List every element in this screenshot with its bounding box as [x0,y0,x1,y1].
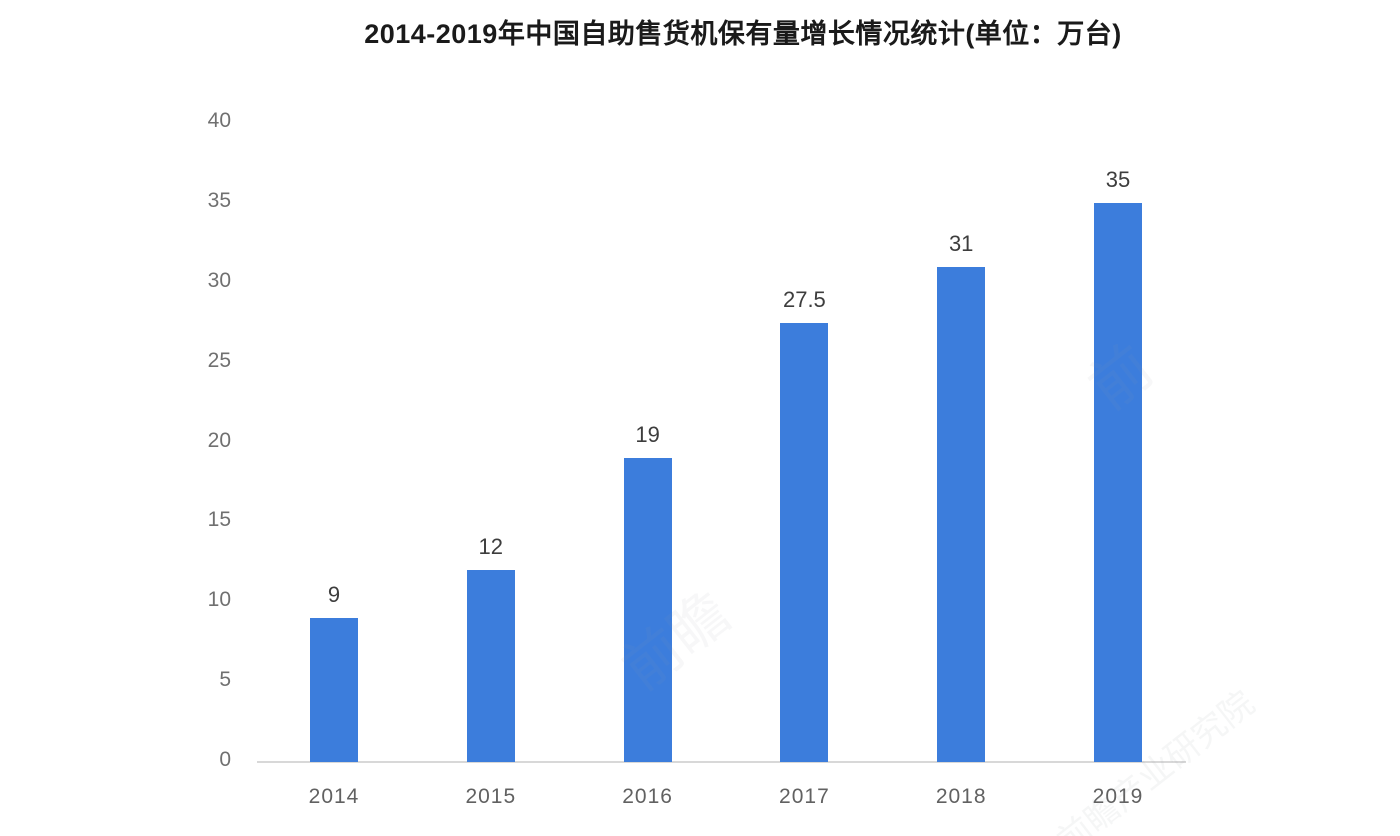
x-axis-tick-label-2015: 2015 [465,785,517,808]
value-label-2019: 35 [1105,166,1131,192]
chart-title: 2014-2019年中国自助售货机保有量增长情况统计(单位：万台) [364,19,1122,49]
value-label-2015: 12 [478,534,504,560]
value-label-2017: 27.5 [782,286,826,312]
bar-2015 [466,570,515,762]
y-axis-tick-label: 40 [207,109,231,132]
value-label-2016: 19 [635,422,660,448]
y-axis-tick-label: 10 [207,588,231,612]
watermark-text: 前瞻产业研究院 [1050,684,1262,836]
x-axis-tick-label-2018: 2018 [935,785,987,808]
y-axis-tick-label: 15 [207,508,231,532]
y-axis-tick-label: 30 [207,268,231,292]
x-axis-tick-label-2014: 2014 [308,785,360,808]
x-axis-tick-label-2017: 2017 [779,785,830,808]
bar-2017 [780,322,829,762]
x-axis-line [257,761,1186,763]
bar-2014 [310,618,358,762]
y-axis-tick-label: 5 [219,668,231,692]
y-axis-tick-label: 0 [219,748,231,771]
y-axis-tick-label: 20 [207,428,231,452]
x-axis-tick-label-2019: 2019 [1092,785,1144,808]
x-axis-tick-label-2016: 2016 [622,785,673,808]
y-axis-tick-label: 25 [207,348,231,372]
bar-2016 [623,458,672,762]
bar-2019 [1094,202,1142,762]
value-label-2014: 9 [327,582,341,608]
bar-2018 [937,266,986,762]
value-label-2018: 31 [948,230,974,256]
y-axis-tick-label: 35 [207,188,231,212]
